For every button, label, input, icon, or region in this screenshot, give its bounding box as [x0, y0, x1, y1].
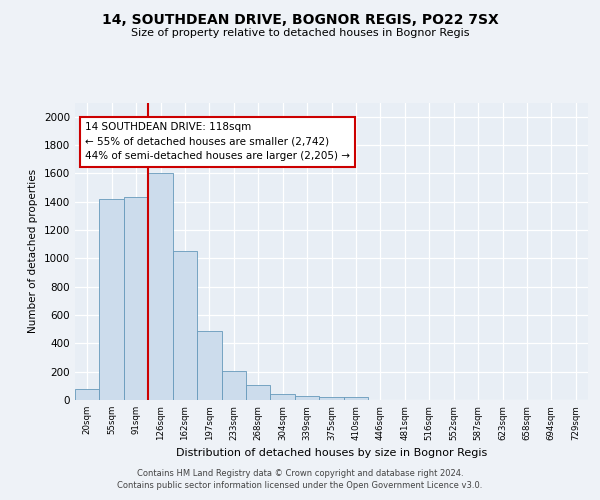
Bar [75, 388, 100, 400]
Bar [100, 199, 124, 400]
Bar [148, 174, 173, 400]
Bar [271, 394, 295, 400]
Bar [221, 371, 246, 400]
Bar [246, 385, 271, 400]
Bar [295, 396, 319, 400]
Bar [344, 398, 368, 400]
Text: Size of property relative to detached houses in Bognor Regis: Size of property relative to detached ho… [131, 28, 469, 38]
Bar [319, 397, 344, 400]
Y-axis label: Number of detached properties: Number of detached properties [28, 169, 38, 334]
Bar [124, 198, 148, 400]
Text: 14, SOUTHDEAN DRIVE, BOGNOR REGIS, PO22 7SX: 14, SOUTHDEAN DRIVE, BOGNOR REGIS, PO22 … [101, 12, 499, 26]
Text: Contains HM Land Registry data © Crown copyright and database right 2024.
Contai: Contains HM Land Registry data © Crown c… [118, 468, 482, 490]
Text: 14 SOUTHDEAN DRIVE: 118sqm
← 55% of detached houses are smaller (2,742)
44% of s: 14 SOUTHDEAN DRIVE: 118sqm ← 55% of deta… [85, 122, 350, 162]
Bar [197, 330, 221, 400]
Bar [173, 252, 197, 400]
X-axis label: Distribution of detached houses by size in Bognor Regis: Distribution of detached houses by size … [176, 448, 487, 458]
